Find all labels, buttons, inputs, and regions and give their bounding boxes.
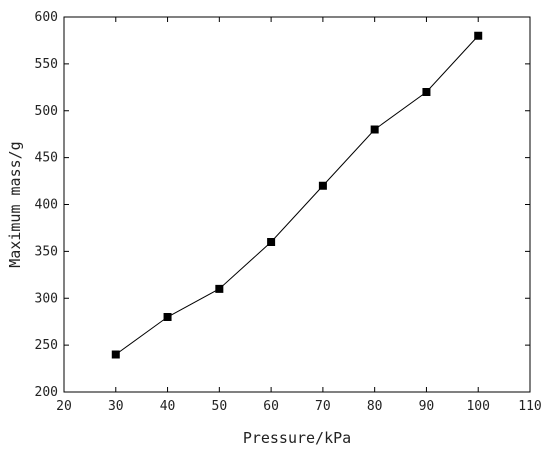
plot-frame <box>63 16 531 393</box>
data-point <box>215 284 224 293</box>
data-point <box>111 350 120 359</box>
y-tick-label: 400 <box>35 198 58 213</box>
x-tick-label: 60 <box>263 399 279 414</box>
y-tick-label: 500 <box>35 104 58 119</box>
x-tick-label: 40 <box>160 399 176 414</box>
x-tick-label: 90 <box>419 399 435 414</box>
data-point <box>422 88 431 96</box>
plot-border <box>63 16 531 393</box>
x-tick-label: 110 <box>518 399 541 414</box>
y-axis-title: Maximum mass/g <box>6 141 24 267</box>
data-series <box>111 31 483 359</box>
x-tick-label: 70 <box>315 399 331 414</box>
x-axis-title: Pressure/kPa <box>243 429 351 447</box>
data-point <box>370 125 379 134</box>
y-tick-label: 300 <box>35 291 58 306</box>
x-tick-label: 50 <box>212 399 228 414</box>
data-point <box>163 313 172 321</box>
data-point <box>318 181 327 190</box>
y-tick-label: 250 <box>35 338 58 353</box>
series-line <box>115 35 479 355</box>
y-tick-label: 550 <box>35 57 58 72</box>
x-tick-label: 100 <box>466 399 489 414</box>
x-tick-label: 20 <box>56 399 72 414</box>
y-tick-label: 350 <box>35 244 58 259</box>
x-tick-label: 80 <box>367 399 383 414</box>
y-tick-label: 450 <box>35 151 58 166</box>
data-point <box>267 238 276 246</box>
data-point <box>474 31 483 40</box>
x-tick-label: 30 <box>108 399 124 414</box>
y-axis-ticks: 200 250 300 350 400 450 500 550 600 <box>35 10 530 400</box>
x-axis-ticks: 20 30 40 50 60 70 80 90 100 110 <box>56 17 542 414</box>
y-tick-label: 200 <box>35 385 58 400</box>
y-tick-label: 600 <box>35 10 58 25</box>
